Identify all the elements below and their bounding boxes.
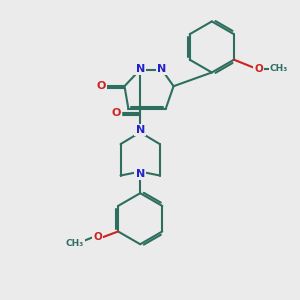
- Text: CH₃: CH₃: [270, 64, 288, 73]
- Text: O: O: [254, 64, 263, 74]
- Text: N: N: [136, 169, 145, 178]
- Text: N: N: [157, 64, 167, 74]
- Text: N: N: [136, 125, 145, 135]
- Text: N: N: [136, 64, 145, 74]
- Text: O: O: [96, 81, 106, 91]
- Text: CH₃: CH₃: [66, 239, 84, 248]
- Text: O: O: [93, 232, 102, 242]
- Text: O: O: [112, 108, 121, 118]
